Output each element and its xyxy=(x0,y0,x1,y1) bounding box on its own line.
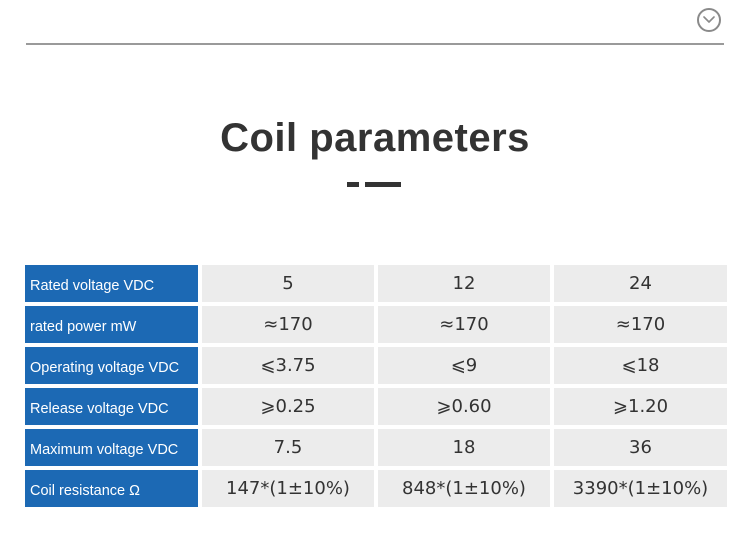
header-divider xyxy=(26,43,724,45)
table-cell: 147*(1±10%) xyxy=(202,470,374,507)
section-title: Coil parameters xyxy=(220,116,530,160)
table-row: Release voltage VDC ⩾0.25 ⩾0.60 ⩾1.20 xyxy=(25,388,727,425)
table-row: rated power mW ≈170 ≈170 ≈170 xyxy=(25,306,727,343)
row-label: Rated voltage VDC xyxy=(25,265,198,302)
row-label: Coil resistance Ω xyxy=(25,470,198,507)
table-row: Operating voltage VDC ⩽3.75 ⩽9 ⩽18 xyxy=(25,347,727,384)
title-underline xyxy=(347,182,401,187)
table-cell: ⩾1.20 xyxy=(554,388,727,425)
table-cell: 7.5 xyxy=(202,429,374,466)
table-row: Maximum voltage VDC 7.5 18 36 xyxy=(25,429,727,466)
table-cell: 18 xyxy=(378,429,550,466)
chevron-down-icon xyxy=(703,16,715,23)
row-label: Release voltage VDC xyxy=(25,388,198,425)
table-cell: ⩾0.60 xyxy=(378,388,550,425)
table-cell: 5 xyxy=(202,265,374,302)
table-cell: ≈170 xyxy=(378,306,550,343)
table-cell: ≈170 xyxy=(202,306,374,343)
table-cell: ⩽3.75 xyxy=(202,347,374,384)
table-cell: ⩾0.25 xyxy=(202,388,374,425)
table-cell: 3390*(1±10%) xyxy=(554,470,727,507)
underline-short-segment xyxy=(347,182,359,187)
table-cell: ⩽18 xyxy=(554,347,727,384)
underline-long-segment xyxy=(365,182,401,187)
row-label: rated power mW xyxy=(25,306,198,343)
table-cell: 848*(1±10%) xyxy=(378,470,550,507)
table-cell: 24 xyxy=(554,265,727,302)
table-cell: 12 xyxy=(378,265,550,302)
coil-parameters-table: Rated voltage VDC 5 12 24 rated power mW… xyxy=(25,265,727,511)
table-cell: ≈170 xyxy=(554,306,727,343)
table-cell: ⩽9 xyxy=(378,347,550,384)
row-label: Maximum voltage VDC xyxy=(25,429,198,466)
table-row: Rated voltage VDC 5 12 24 xyxy=(25,265,727,302)
table-cell: 36 xyxy=(554,429,727,466)
row-label: Operating voltage VDC xyxy=(25,347,198,384)
table-row: Coil resistance Ω 147*(1±10%) 848*(1±10%… xyxy=(25,470,727,507)
collapse-toggle-button[interactable] xyxy=(697,8,721,32)
